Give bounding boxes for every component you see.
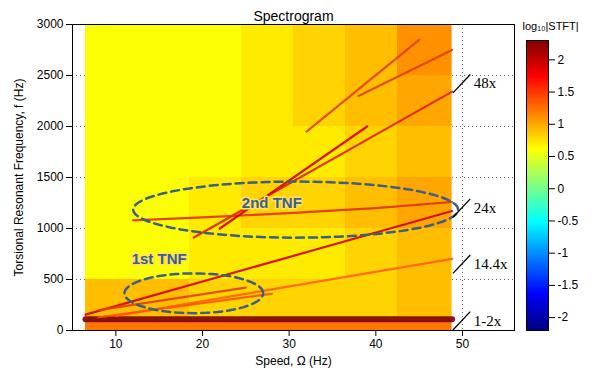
- svg-text:2nd TNF: 2nd TNF: [242, 194, 302, 211]
- svg-text:Speed, Ω (Hz): Speed, Ω (Hz): [255, 354, 331, 368]
- svg-text:0: 0: [57, 323, 64, 337]
- svg-text:2500: 2500: [37, 68, 64, 82]
- svg-text:1.5: 1.5: [558, 85, 575, 99]
- svg-text:3000: 3000: [37, 17, 64, 31]
- svg-text:1500: 1500: [37, 170, 64, 184]
- svg-text:10: 10: [109, 337, 123, 351]
- svg-text:500: 500: [43, 272, 63, 286]
- svg-text:1000: 1000: [37, 221, 64, 235]
- svg-text:Torsional Resonant Frequency,: Torsional Resonant Frequency, f (Hz): [12, 79, 26, 277]
- svg-text:Spectrogram: Spectrogram: [253, 8, 333, 24]
- svg-text:-0.5: -0.5: [558, 214, 579, 228]
- svg-text:48x: 48x: [474, 75, 497, 91]
- svg-text:50: 50: [456, 337, 470, 351]
- svg-text:0: 0: [558, 182, 565, 196]
- svg-text:0.5: 0.5: [558, 149, 575, 163]
- svg-text:1st TNF: 1st TNF: [132, 250, 187, 267]
- svg-text:-2: -2: [558, 310, 569, 324]
- svg-text:20: 20: [196, 337, 210, 351]
- svg-text:2: 2: [558, 53, 565, 67]
- svg-text:-1: -1: [558, 246, 569, 260]
- svg-text:1: 1: [558, 117, 565, 131]
- svg-text:log₁₀|STFT|: log₁₀|STFT|: [523, 20, 579, 32]
- svg-text:2000: 2000: [37, 119, 64, 133]
- svg-text:1-2x: 1-2x: [474, 313, 502, 329]
- svg-text:14.4x: 14.4x: [474, 256, 508, 272]
- svg-text:40: 40: [369, 337, 383, 351]
- svg-text:-1.5: -1.5: [558, 278, 579, 292]
- svg-text:24x: 24x: [474, 200, 497, 216]
- svg-text:30: 30: [282, 337, 296, 351]
